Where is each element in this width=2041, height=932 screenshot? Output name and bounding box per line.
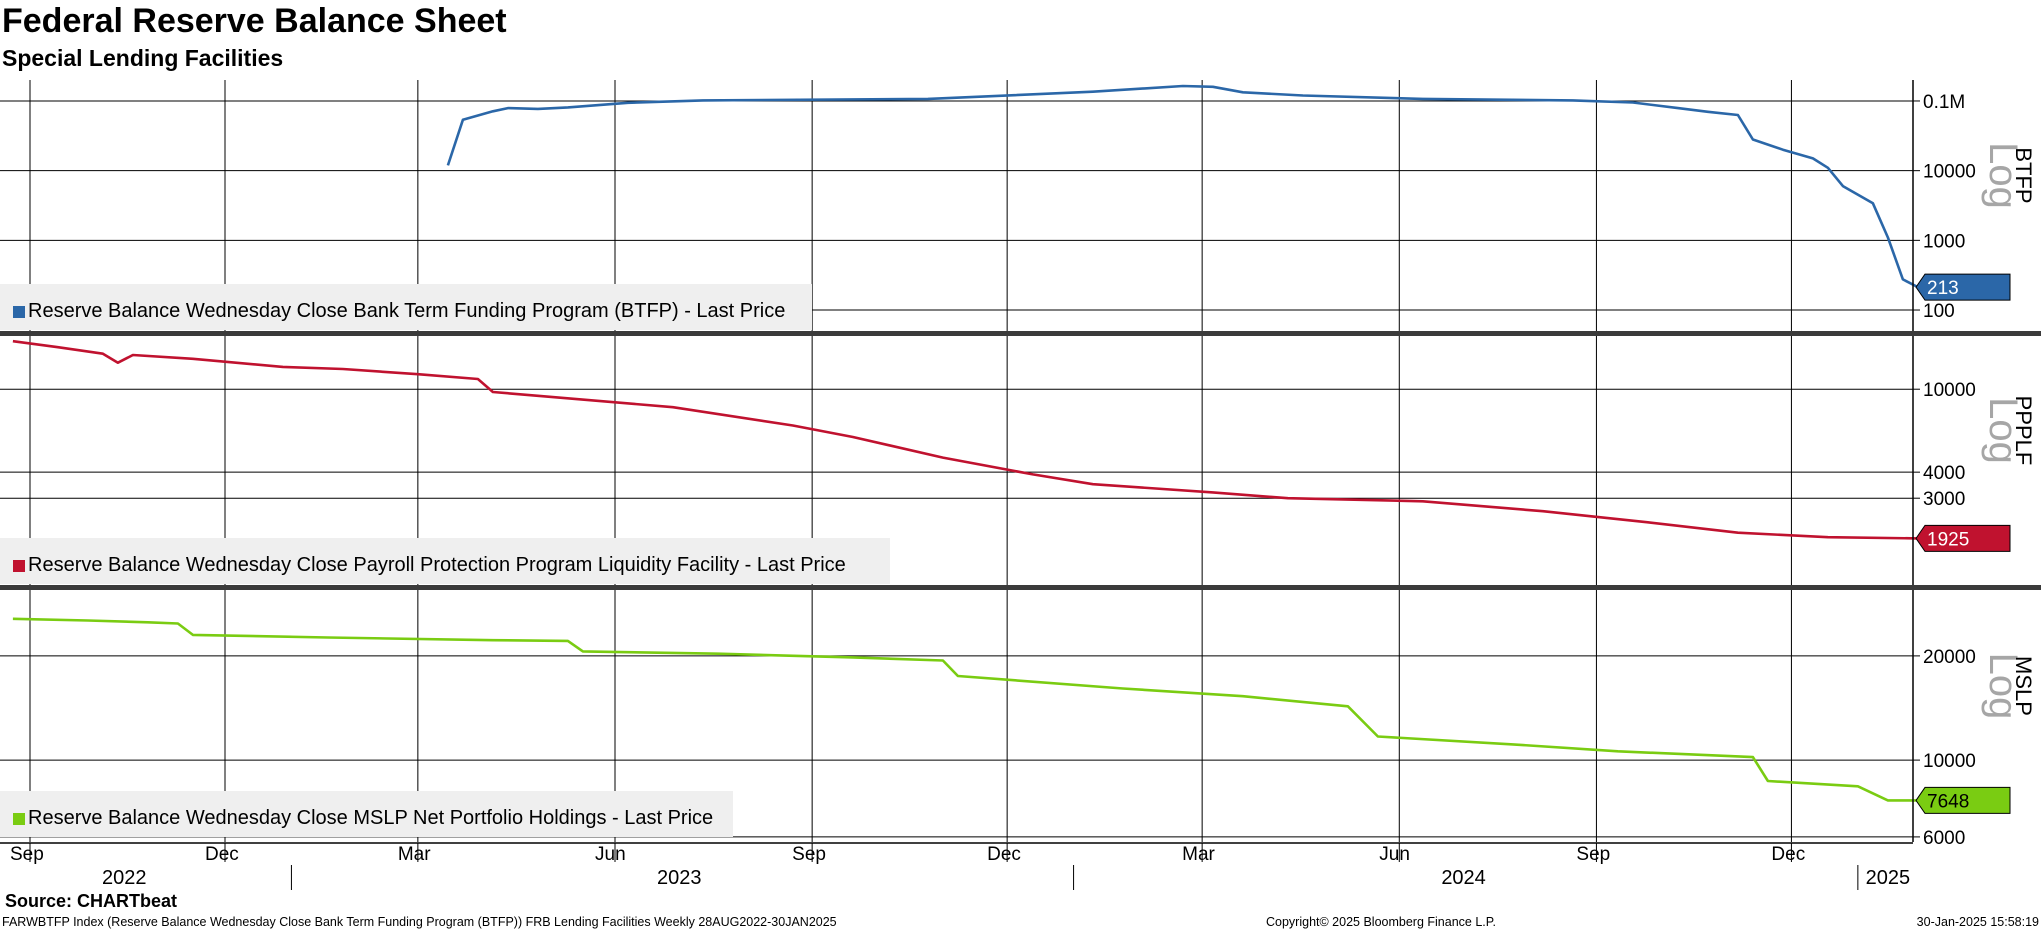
footer-timestamp: 30-Jan-2025 15:58:19 <box>1916 915 2039 929</box>
panel-name-ppplf: PPPLF <box>2011 396 2036 466</box>
legend-background <box>0 284 812 330</box>
footer-description: FARWBTFP Index (Reserve Balance Wednesda… <box>2 915 837 929</box>
last-value-label: 7648 <box>1927 791 1969 812</box>
legend-swatch <box>13 306 25 318</box>
series-line-btfp <box>446 84 1919 289</box>
chart-subtitle: Special Lending Facilities <box>2 45 284 71</box>
panel-name-btfp: BTFP <box>2011 147 2036 203</box>
y-tick-label: 6000 <box>1923 828 1965 849</box>
legend-layer: Reserve Balance Wednesday Close Bank Ter… <box>0 284 890 837</box>
y-tick-label: 10000 <box>1923 751 1976 772</box>
log-watermark: Log <box>1981 397 2025 464</box>
log-watermark: Log <box>1981 142 2025 209</box>
x-year-label: 2022 <box>102 867 147 889</box>
legend-swatch <box>13 813 25 825</box>
legend-background <box>0 791 733 837</box>
x-tick-label: Jun <box>595 844 626 865</box>
x-year-label: 2025 <box>1866 867 1911 889</box>
x-tick-label: Mar <box>1182 844 1215 865</box>
log-watermark: Log <box>1981 653 2025 720</box>
series-line-ppplf <box>12 339 1918 540</box>
series-layer <box>12 84 1919 802</box>
y-tick-label: 4000 <box>1923 463 1965 484</box>
x-tick-label: Dec <box>205 844 239 865</box>
y-tick-label: 10000 <box>1923 162 1976 183</box>
x-tick-label: Sep <box>1576 844 1610 865</box>
legend-label: Reserve Balance Wednesday Close MSLP Net… <box>28 807 713 829</box>
y-tick-label: 1000 <box>1923 231 1965 252</box>
legend-label: Reserve Balance Wednesday Close Bank Ter… <box>28 300 785 322</box>
legend-swatch <box>13 560 25 572</box>
last-value-tag <box>1915 273 2011 301</box>
x-tick-label: Jun <box>1379 844 1410 865</box>
last-value-tag <box>1915 524 2011 552</box>
x-year-label: 2023 <box>657 867 702 889</box>
x-tick-label: Sep <box>792 844 826 865</box>
panel-name-mslp: MSLP <box>2011 656 2036 716</box>
series-line-mslp <box>12 617 1918 802</box>
y-tick-label: 100 <box>1923 301 1955 322</box>
y-tick-label: 3000 <box>1923 489 1965 510</box>
source-label: Source: CHARTbeat <box>5 891 178 911</box>
axis-layer: 1001000100000.1MLogBTFP2133000400010000L… <box>0 80 2041 890</box>
y-tick-label: 0.1M <box>1923 92 1965 113</box>
last-value-label: 213 <box>1927 278 1959 299</box>
footer-copyright: Copyright© 2025 Bloomberg Finance L.P. <box>1266 915 1496 929</box>
x-tick-label: Sep <box>10 844 44 865</box>
y-tick-label: 10000 <box>1923 380 1976 401</box>
x-tick-label: Dec <box>1771 844 1805 865</box>
x-tick-label: Dec <box>987 844 1021 865</box>
x-tick-label: Mar <box>398 844 431 865</box>
last-value-tag <box>1915 786 2011 814</box>
legend-label: Reserve Balance Wednesday Close Payroll … <box>28 554 846 576</box>
chart-title: Federal Reserve Balance Sheet <box>2 2 507 40</box>
y-tick-label: 20000 <box>1923 647 1976 668</box>
legend-background <box>0 538 890 584</box>
x-year-label: 2024 <box>1441 867 1486 889</box>
last-value-label: 1925 <box>1927 529 1969 550</box>
